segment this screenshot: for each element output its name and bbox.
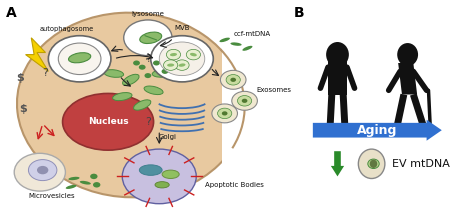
Circle shape	[237, 96, 252, 106]
Circle shape	[37, 166, 48, 174]
Circle shape	[90, 174, 98, 179]
Circle shape	[48, 36, 111, 82]
FancyBboxPatch shape	[328, 61, 347, 94]
Circle shape	[212, 104, 237, 123]
Ellipse shape	[368, 159, 379, 168]
Ellipse shape	[134, 100, 151, 110]
Ellipse shape	[162, 170, 179, 178]
Ellipse shape	[152, 70, 172, 77]
Circle shape	[28, 160, 57, 181]
Ellipse shape	[104, 70, 124, 77]
Circle shape	[166, 49, 181, 60]
Ellipse shape	[66, 185, 76, 189]
Circle shape	[58, 43, 101, 75]
Text: EV mtDNA: EV mtDNA	[392, 159, 450, 169]
Circle shape	[397, 43, 418, 66]
Polygon shape	[26, 38, 48, 71]
Circle shape	[162, 69, 168, 74]
Circle shape	[164, 60, 178, 70]
Text: B: B	[294, 6, 304, 20]
Circle shape	[175, 60, 189, 70]
Ellipse shape	[167, 63, 174, 67]
Circle shape	[222, 111, 228, 116]
Text: Microvesicles: Microvesicles	[28, 193, 74, 199]
Ellipse shape	[170, 53, 177, 56]
Text: ccf-mtDNA: ccf-mtDNA	[233, 31, 270, 37]
Circle shape	[124, 20, 172, 56]
Circle shape	[159, 42, 205, 76]
Circle shape	[370, 160, 377, 168]
Circle shape	[230, 78, 236, 82]
Ellipse shape	[80, 181, 91, 185]
Ellipse shape	[69, 53, 91, 63]
Circle shape	[358, 149, 385, 178]
Ellipse shape	[123, 74, 139, 85]
FancyArrow shape	[331, 151, 344, 176]
Text: Golgi: Golgi	[159, 134, 177, 140]
Ellipse shape	[242, 46, 253, 51]
Ellipse shape	[17, 13, 245, 197]
Polygon shape	[398, 63, 417, 94]
Text: Apoptotic Bodies: Apoptotic Bodies	[205, 182, 264, 188]
Text: autophagosome: autophagosome	[40, 25, 94, 32]
Circle shape	[151, 36, 213, 82]
Text: lysosome: lysosome	[131, 11, 164, 17]
Text: Nucleus: Nucleus	[88, 117, 128, 126]
Ellipse shape	[113, 93, 132, 101]
Ellipse shape	[190, 53, 197, 56]
Text: $: $	[16, 73, 24, 83]
Ellipse shape	[219, 38, 230, 42]
Circle shape	[93, 182, 100, 188]
Text: ?: ?	[145, 54, 151, 64]
Text: ?: ?	[43, 68, 48, 79]
Circle shape	[226, 75, 240, 85]
Circle shape	[218, 108, 232, 119]
Text: MVB: MVB	[174, 25, 190, 32]
Circle shape	[133, 60, 140, 66]
Ellipse shape	[179, 63, 185, 67]
Circle shape	[145, 73, 151, 78]
Circle shape	[14, 153, 65, 191]
Circle shape	[242, 99, 247, 103]
Text: ?: ?	[145, 117, 151, 127]
Circle shape	[139, 65, 146, 70]
Circle shape	[122, 149, 196, 204]
Ellipse shape	[155, 182, 169, 188]
Text: A: A	[6, 6, 17, 20]
Ellipse shape	[63, 93, 154, 150]
Text: $: $	[19, 104, 27, 114]
Text: Exosomes: Exosomes	[256, 87, 291, 93]
Circle shape	[220, 70, 246, 89]
Text: Aging: Aging	[357, 124, 398, 137]
Ellipse shape	[140, 32, 162, 43]
Circle shape	[153, 60, 160, 66]
Ellipse shape	[144, 86, 163, 94]
Ellipse shape	[139, 165, 162, 175]
Circle shape	[186, 49, 201, 60]
Circle shape	[232, 91, 257, 110]
Circle shape	[326, 42, 349, 67]
Ellipse shape	[230, 42, 242, 46]
Ellipse shape	[68, 177, 80, 180]
FancyArrow shape	[313, 120, 442, 141]
Bar	[222, 42, 284, 168]
